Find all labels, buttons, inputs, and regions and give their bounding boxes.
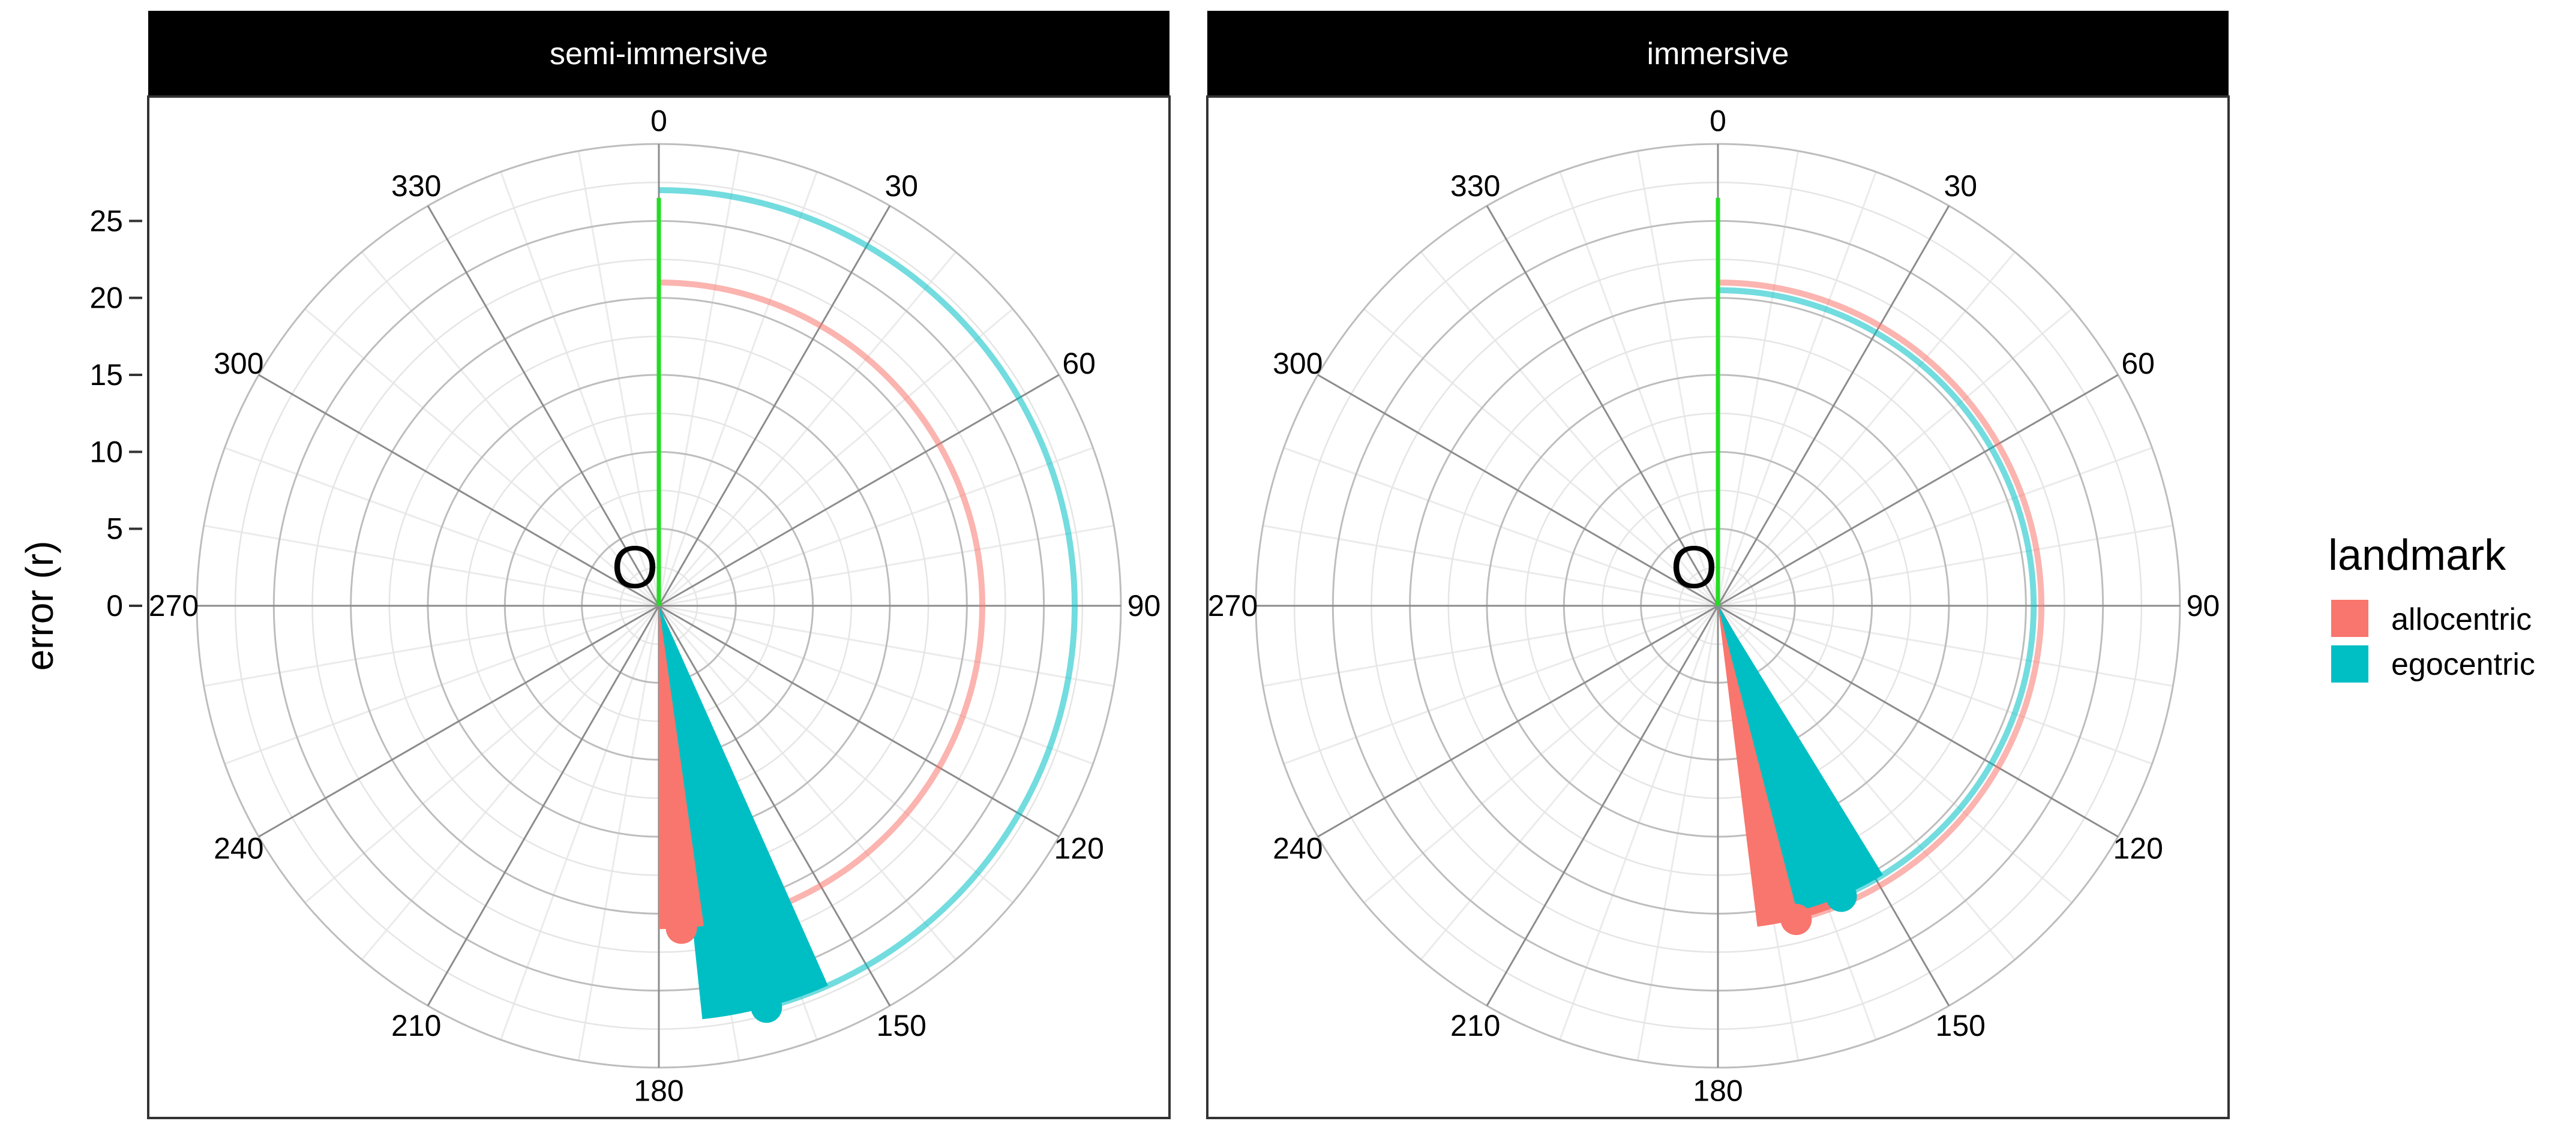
y-tick-label: 0 [106, 589, 123, 623]
angle-label: 330 [1450, 169, 1500, 203]
legend-key-allocentric [2331, 600, 2368, 637]
origin-label: O [1671, 534, 1717, 601]
y-tick-label: 15 [89, 358, 123, 392]
legend-title: landmark [2328, 531, 2506, 579]
angle-label: 270 [149, 589, 199, 623]
grid-spoke [427, 205, 660, 606]
angle-label: 30 [1944, 169, 1977, 203]
angle-label: 300 [214, 347, 263, 380]
angle-label: 210 [1450, 1009, 1500, 1042]
arc-egocentric [658, 187, 1078, 1011]
angle-label: 90 [1127, 589, 1161, 623]
y-tick-label: 10 [89, 435, 123, 468]
angle-label: 60 [2121, 347, 2155, 380]
grid-spoke [258, 605, 659, 838]
arc-allocentric [658, 280, 986, 931]
grid-spoke [658, 605, 1060, 838]
angle-label: 210 [391, 1009, 441, 1042]
arc-allocentric [1717, 280, 2045, 922]
angle-label: 180 [634, 1074, 683, 1108]
grid-spoke [1717, 205, 1950, 606]
point-allocentric [1780, 903, 1812, 935]
angle-label: 150 [1936, 1009, 1986, 1042]
angle-label: 0 [1710, 104, 1726, 138]
grid-spoke [1717, 374, 2119, 607]
panel-semi-immersive: semi-immersive 0 30 60 90 120 150 180 210 240 270… [147, 11, 1171, 1119]
angle-label: 150 [877, 1009, 926, 1042]
angle-label: 0 [650, 104, 667, 138]
wedge-allocentric [659, 606, 704, 929]
angle-label: 60 [1062, 347, 1096, 380]
y-tick-label: 20 [89, 281, 123, 315]
strip-title: immersive [1647, 37, 1789, 71]
panel-border [1206, 95, 2230, 1119]
grid-spoke [258, 374, 659, 607]
legend-label-allocentric: allocentric [2391, 602, 2532, 637]
angle-label: 120 [2113, 831, 2163, 865]
angle-label: 330 [391, 169, 441, 203]
polar-area: 0 30 60 90 120 150 180 210 240 270 300 330 O [149, 104, 1161, 1108]
point-egocentric [751, 991, 782, 1023]
angle-label: 240 [1273, 831, 1323, 865]
point-egocentric [1825, 880, 1857, 912]
grid-spoke [1486, 205, 1719, 606]
angle-label: 240 [214, 831, 263, 865]
y-axis-title: error (r) [18, 541, 61, 671]
origin-label: O [611, 534, 658, 601]
grid-spoke [658, 205, 891, 606]
angle-label: 180 [1693, 1074, 1743, 1108]
wedge-egocentric [1718, 606, 1883, 912]
grid-spoke [427, 605, 660, 1006]
grid-spoke [1317, 374, 1719, 607]
y-tick-label: 25 [89, 204, 123, 238]
angle-label: 90 [2187, 589, 2220, 623]
angle-label: 270 [1208, 589, 1258, 623]
y-axis: 0 5 10 15 20 25 [89, 204, 142, 623]
grid-spoke [658, 605, 891, 1006]
polar-area: 0 30 60 90 120 150 180 210 240 270 300 330 O [1208, 104, 2220, 1108]
strip-background [148, 11, 1169, 97]
legend: landmark allocentric egocentric [2328, 531, 2535, 683]
arc-egocentric [1717, 287, 2037, 899]
strip-background [1207, 11, 2229, 97]
y-tick-label: 5 [106, 512, 123, 546]
grid-spoke [1317, 605, 1719, 838]
angle-label: 300 [1273, 347, 1323, 380]
grid-spoke [658, 374, 1060, 607]
angle-label: 30 [884, 169, 918, 203]
angle-label: 120 [1054, 831, 1103, 865]
legend-label-egocentric: egocentric [2391, 647, 2535, 682]
strip-title: semi-immersive [550, 37, 768, 71]
grid-spoke [1486, 605, 1719, 1006]
grid-spoke [1717, 605, 2119, 838]
panel-immersive: immersive 0 30 60 90 120 150 180 210 240 270 300 33… [1206, 11, 2230, 1119]
point-allocentric [665, 912, 697, 944]
legend-key-egocentric [2331, 645, 2368, 683]
panel-border [147, 95, 1171, 1119]
